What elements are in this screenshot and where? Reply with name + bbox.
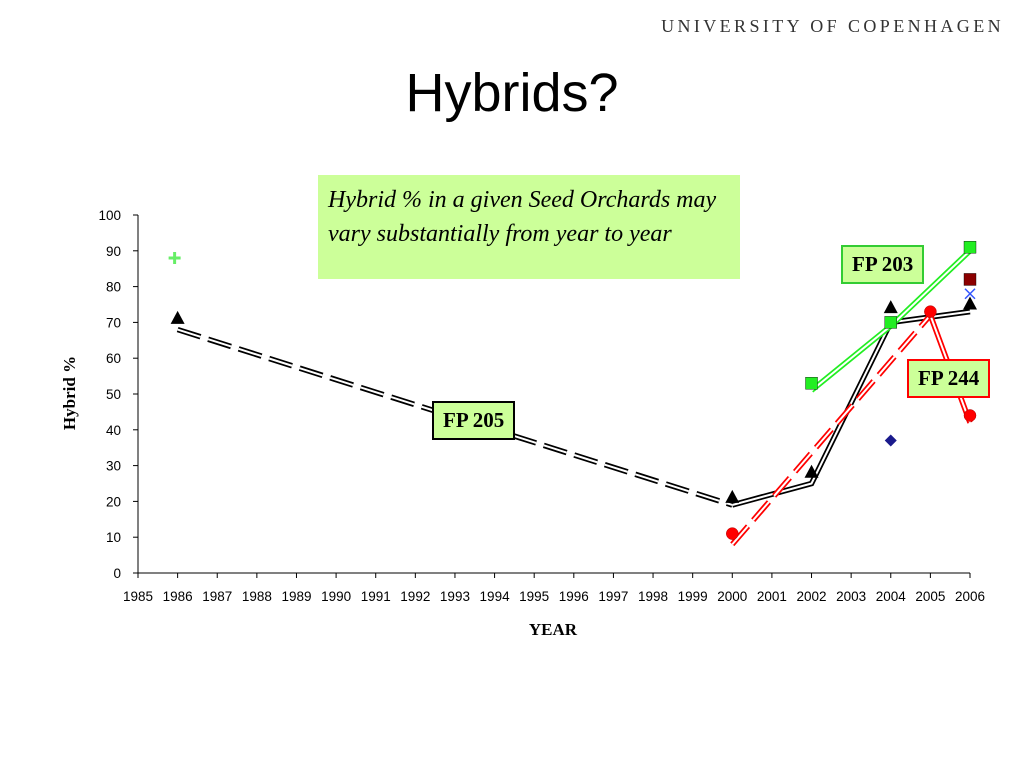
x-tick-label: 2005 bbox=[915, 589, 945, 604]
x-tick-label: 2001 bbox=[757, 589, 787, 604]
y-tick-label: 60 bbox=[106, 351, 121, 366]
data-point-square bbox=[963, 273, 977, 286]
fp244-label: FP 244 bbox=[907, 359, 991, 398]
data-point-square bbox=[963, 241, 977, 254]
fp203-label: FP 203 bbox=[841, 245, 925, 284]
x-tick-label: 2006 bbox=[955, 589, 985, 604]
x-tick-label: 2004 bbox=[876, 589, 907, 604]
data-points bbox=[168, 241, 977, 540]
x-axis-title: YEAR bbox=[529, 620, 578, 639]
x-tick-label: 1987 bbox=[202, 589, 232, 604]
y-tick-label: 90 bbox=[106, 244, 121, 259]
x-tick-label: 1986 bbox=[163, 589, 193, 604]
y-tick-label: 20 bbox=[106, 494, 121, 509]
fp205-label: FP 205 bbox=[432, 401, 516, 440]
data-point-square bbox=[884, 316, 897, 329]
x-tick-label: 1999 bbox=[678, 589, 708, 604]
data-point-triangle bbox=[963, 296, 977, 310]
x-tick-label: 2003 bbox=[836, 589, 866, 604]
data-point-cross bbox=[168, 251, 181, 264]
y-tick-label: 50 bbox=[106, 387, 121, 402]
y-tick-label: 10 bbox=[106, 530, 121, 545]
trend-lines bbox=[176, 248, 973, 547]
x-tick-label: 1989 bbox=[281, 589, 311, 604]
y-axis-title: Hybrid % bbox=[60, 356, 79, 430]
data-point-x bbox=[964, 288, 976, 300]
x-tick-label: 1998 bbox=[638, 589, 668, 604]
slide-title: Hybrids? bbox=[405, 63, 619, 123]
x-tick-label: 1990 bbox=[321, 589, 351, 604]
x-tick-label: 1996 bbox=[559, 589, 589, 604]
y-tick-label: 0 bbox=[113, 566, 121, 581]
x-tick-label: 1997 bbox=[598, 589, 628, 604]
data-point-square bbox=[805, 377, 818, 390]
x-tick-label: 1985 bbox=[123, 589, 153, 604]
trend-line-core bbox=[731, 314, 932, 546]
data-point-circle bbox=[963, 409, 977, 422]
x-tick-label: 1992 bbox=[400, 589, 430, 604]
university-logo: UNIVERSITY OF COPENHAGEN bbox=[661, 16, 1004, 36]
data-point-triangle bbox=[725, 489, 740, 503]
x-tick-label: 2000 bbox=[717, 589, 747, 604]
data-point-circle bbox=[924, 305, 937, 318]
x-tick-label: 2002 bbox=[797, 589, 827, 604]
x-tick-label: 1988 bbox=[242, 589, 272, 604]
data-point-triangle bbox=[170, 310, 185, 324]
x-tick-label: 1994 bbox=[480, 589, 511, 604]
data-point-circle bbox=[726, 527, 739, 540]
data-point-triangle bbox=[804, 464, 819, 478]
y-tick-label: 30 bbox=[106, 459, 121, 474]
y-tick-label: 80 bbox=[106, 280, 121, 295]
x-tick-label: 1995 bbox=[519, 589, 549, 604]
y-tick-label: 70 bbox=[106, 315, 121, 330]
x-tick-label: 1991 bbox=[361, 589, 391, 604]
y-tick-label: 100 bbox=[98, 208, 121, 223]
data-point-diamond bbox=[884, 434, 897, 447]
note-callout: Hybrid % in a given Seed Orchards may va… bbox=[318, 175, 740, 279]
x-tick-label: 1993 bbox=[440, 589, 470, 604]
data-point-triangle bbox=[883, 300, 898, 314]
chart-axes: 0 10 20 30 40 50 60 70 80 90 100 1985 1986 1987 1988 19… bbox=[98, 208, 985, 604]
y-tick-label: 40 bbox=[106, 423, 121, 438]
